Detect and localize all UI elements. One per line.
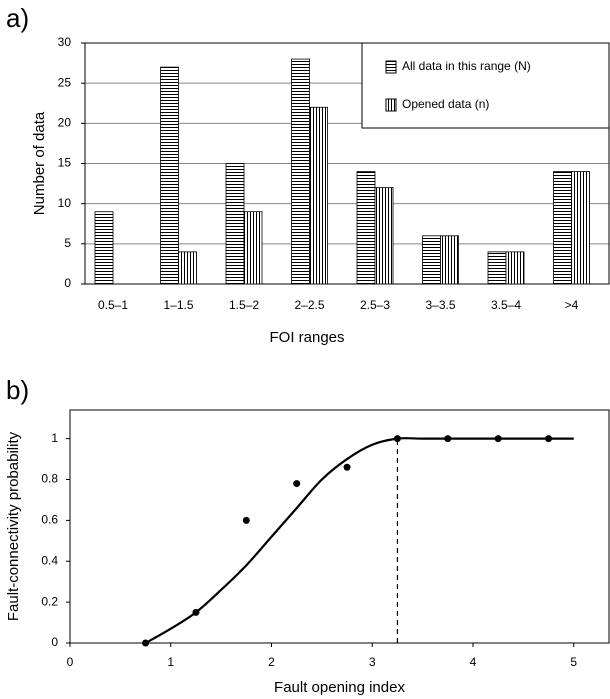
y-tick-label: 10 (58, 196, 72, 210)
x-tick-label: 1.5–2 (229, 298, 259, 312)
x-axis-title: Fault opening index (274, 679, 405, 696)
bar (178, 251, 197, 285)
y-tick-label: 0.4 (41, 553, 58, 567)
bar (422, 235, 441, 285)
x-tick-label: >4 (565, 298, 579, 312)
bar (487, 251, 507, 285)
y-tick-label: 0 (64, 276, 71, 290)
bar (571, 171, 590, 285)
y-tick-label: 30 (58, 35, 72, 49)
bar (356, 171, 376, 285)
x-tick-label: 3 (369, 655, 376, 669)
y-tick-label: 5 (64, 236, 71, 250)
bar (160, 66, 179, 285)
y-axis-title: Number of data (31, 111, 48, 215)
y-tick-label: 0.2 (41, 594, 58, 608)
bar (94, 211, 114, 285)
x-axis-title: FOI ranges (269, 329, 344, 346)
x-tick-label: 1–1.5 (163, 298, 193, 312)
legend-label: All data in this range (N) (402, 59, 531, 73)
bar (374, 187, 394, 285)
legend-swatch (385, 60, 397, 74)
legend-swatch (385, 98, 397, 112)
x-tick-label: 1 (167, 655, 174, 669)
bar (291, 58, 310, 285)
plot-frame (84, 42, 610, 285)
bar (505, 251, 525, 285)
point (343, 463, 351, 471)
y-tick-label: 15 (58, 156, 72, 170)
y-tick-label: 1 (51, 431, 58, 445)
y-tick-label: 0.8 (41, 472, 58, 486)
x-tick-label: 0.5–1 (98, 298, 128, 312)
y-tick-label: 0 (51, 635, 58, 649)
point (293, 480, 301, 488)
x-tick-label: 4 (470, 655, 477, 669)
x-tick-label: 3.5–4 (491, 298, 521, 312)
y-tick-label: 25 (58, 75, 72, 89)
bar (440, 235, 459, 285)
x-tick-label: 2 (268, 655, 275, 669)
x-tick-label: 0 (67, 655, 74, 669)
x-tick-label: 2–2.5 (294, 298, 324, 312)
y-tick-label: 20 (58, 116, 72, 130)
panel-label: b) (6, 375, 29, 405)
legend-box (361, 42, 610, 129)
panel-label: a) (6, 3, 29, 33)
point (242, 516, 250, 524)
plot-frame (69, 409, 610, 644)
x-tick-label: 5 (570, 655, 577, 669)
bar (553, 171, 572, 285)
y-tick-label: 0.6 (41, 513, 58, 527)
x-tick-label: 3–3.5 (425, 298, 455, 312)
y-axis-title: Fault-connectivity probability (5, 431, 22, 621)
bar (243, 211, 263, 285)
x-tick-label: 2.5–3 (360, 298, 390, 312)
legend-label: Opened data (n) (402, 97, 489, 111)
fit-curve (145, 437, 574, 644)
bar (225, 163, 245, 285)
bar (309, 106, 328, 285)
